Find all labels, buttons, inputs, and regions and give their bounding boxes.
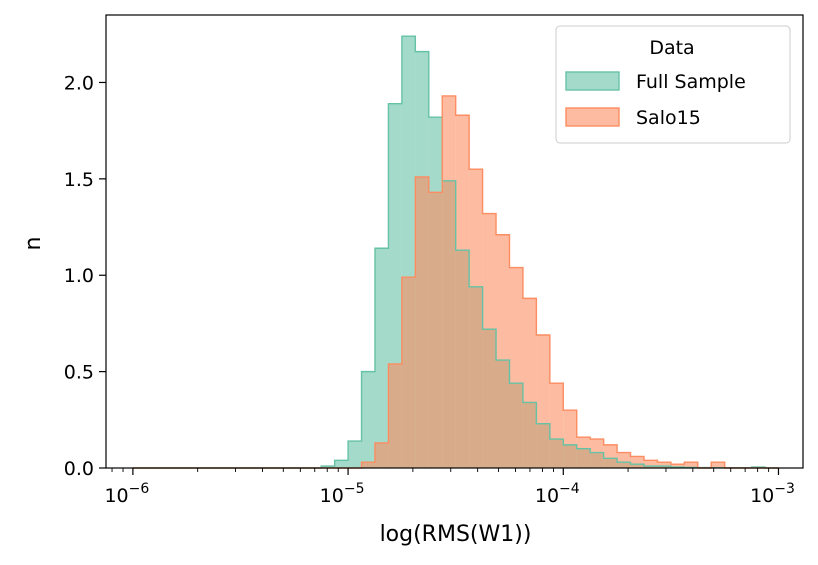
x-tick-label: 10−3 (750, 481, 795, 507)
bar-salo15 (657, 462, 670, 468)
bar-salo15 (509, 268, 522, 468)
bar-salo15 (402, 277, 415, 468)
bar-salo15 (483, 214, 496, 468)
bar-full-sample (362, 372, 375, 468)
bar-salo15 (388, 364, 401, 468)
bar-salo15 (563, 410, 576, 468)
bar-salo15 (617, 453, 630, 468)
y-tick-label: 0.0 (64, 458, 94, 480)
bar-salo15 (550, 383, 563, 468)
bar-salo15 (536, 335, 549, 468)
bar-full-sample (375, 248, 388, 468)
legend-title: Data (649, 37, 694, 59)
y-axis-ticks: 0.0 0.5 1.0 1.5 2.0 (64, 72, 106, 480)
x-axis-label: log(RMS(W1)) (380, 522, 532, 547)
bar-salo15 (496, 235, 509, 468)
bar-salo15 (429, 192, 442, 468)
bar-salo15 (644, 460, 657, 468)
bar-salo15 (362, 462, 375, 468)
y-tick-label: 1.5 (64, 169, 94, 191)
bar-salo15 (577, 437, 590, 468)
bar-salo15 (415, 177, 428, 468)
legend-label: Salo15 (636, 107, 701, 129)
x-axis-ticks: 10−6 10−5 10−4 10−3 (104, 468, 794, 507)
legend: Data Full Sample Salo15 (556, 26, 790, 143)
x-tick-label: 10−5 (320, 481, 365, 507)
x-tick-label: 10−4 (535, 481, 580, 507)
bar-full-sample (335, 460, 348, 468)
bar-full-sample (348, 441, 361, 468)
bar-salo15 (456, 115, 469, 468)
bar-salo15 (469, 169, 482, 468)
bar-salo15 (590, 439, 603, 468)
legend-swatch (566, 72, 619, 90)
x-tick-label: 10−6 (104, 481, 149, 507)
y-tick-label: 2.0 (64, 72, 94, 94)
bar-salo15 (442, 96, 455, 468)
y-axis-label: n (21, 237, 46, 251)
bar-salo15 (375, 443, 388, 468)
legend-label: Full Sample (636, 71, 746, 93)
bar-salo15 (523, 298, 536, 468)
y-tick-label: 0.5 (64, 362, 94, 384)
bar-salo15 (604, 445, 617, 468)
legend-swatch (566, 108, 619, 126)
bar-salo15 (631, 456, 644, 468)
y-tick-label: 1.0 (64, 265, 94, 287)
